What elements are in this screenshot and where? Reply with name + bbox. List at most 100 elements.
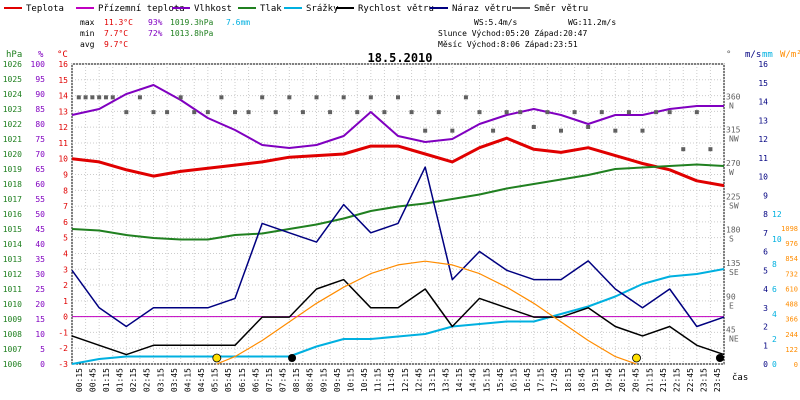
- tick-label-temp: 6: [63, 218, 68, 227]
- plot-area: [71, 84, 725, 365]
- tick-label-wm: 732: [785, 270, 798, 278]
- tick-label-hpa: 1017: [3, 195, 22, 204]
- wind-direction-point: [531, 124, 536, 129]
- wind-direction-point: [205, 110, 210, 115]
- tick-label-time: 03:45: [170, 368, 179, 392]
- tick-label-time: 08:15: [292, 368, 301, 392]
- tick-label-dir: 270: [726, 159, 741, 168]
- tick-label-ms: 8: [763, 210, 768, 219]
- tick-label-temp: 8: [63, 186, 68, 195]
- wind-direction-point: [219, 95, 224, 100]
- tick-label-temp: -1: [58, 328, 68, 337]
- wind-direction-point: [355, 110, 360, 115]
- legend: Teplota Přízemní teplota Vlhkost Tlak Sr…: [4, 4, 588, 14]
- tick-label-pct: 75: [35, 135, 45, 144]
- axis-unit-time: čas: [732, 372, 748, 383]
- tick-label-temp: -2: [58, 344, 68, 353]
- stats-max-label: max: [80, 18, 95, 27]
- wind-direction-point: [518, 110, 523, 115]
- tick-label-mm: 2: [772, 335, 777, 344]
- stats-min-hum: 72%: [148, 29, 163, 38]
- tick-label-time: 03:15: [156, 368, 165, 392]
- wind-direction-point: [681, 147, 686, 152]
- wind-direction-point: [382, 110, 387, 115]
- tick-label-time: 06:15: [238, 368, 247, 392]
- tick-label-ms: 15: [758, 79, 768, 88]
- tick-label-time: 11:15: [374, 368, 383, 392]
- wind-direction-point: [192, 110, 197, 115]
- wind-direction-point: [545, 110, 550, 115]
- stats-min-label: min: [80, 29, 95, 38]
- tick-label-pct: 70: [35, 150, 45, 159]
- tick-label-dir-name: NE: [729, 335, 739, 344]
- moon-marker: [288, 354, 297, 362]
- tick-label-ms: 9: [763, 191, 768, 200]
- axis-unit-dir: °: [726, 50, 731, 60]
- tick-label-time: 22:45: [686, 368, 695, 392]
- wind-direction-point: [103, 95, 108, 100]
- tick-label-wm: 122: [785, 346, 798, 354]
- series-line-teplota: [71, 136, 725, 188]
- wind-direction-point: [110, 95, 115, 100]
- tick-label-hpa: 1026: [3, 60, 22, 69]
- tick-label-time: 18:45: [577, 368, 586, 392]
- tick-label-time: 21:15: [645, 368, 654, 392]
- tick-label-pct: 40: [35, 240, 45, 249]
- tick-label-time: 20:45: [632, 368, 641, 392]
- wind-direction-point: [599, 110, 604, 115]
- wind-direction-point: [368, 95, 373, 100]
- tick-label-temp: 2: [63, 281, 68, 290]
- tick-label-wm: 244: [785, 331, 798, 339]
- wind-direction-point: [246, 110, 251, 115]
- tick-label-time: 19:45: [605, 368, 614, 392]
- wind-direction-point: [90, 95, 95, 100]
- wind-direction-point: [423, 128, 428, 133]
- tick-label-time: 01:45: [116, 368, 125, 392]
- tick-label-time: 14:15: [455, 368, 464, 392]
- tick-label-ms: 14: [758, 98, 768, 107]
- tick-label-temp: 15: [58, 76, 68, 85]
- wind-direction-point: [450, 128, 455, 133]
- tick-label-pct: 55: [35, 195, 45, 204]
- wind-direction-point: [463, 95, 468, 100]
- tick-label-wm: 366: [785, 316, 798, 324]
- tick-label-hpa: 1016: [3, 210, 22, 219]
- chart-title: 18.5.2010: [367, 51, 432, 65]
- axis-unit-wm: W/m²: [780, 50, 800, 60]
- wind-direction-point: [287, 95, 292, 100]
- tick-label-time: 16:15: [509, 368, 518, 392]
- wind-direction-point: [626, 110, 631, 115]
- tick-label-hpa: 1010: [3, 300, 22, 309]
- wind-direction-point: [572, 110, 577, 115]
- tick-label-time: 15:45: [496, 368, 505, 392]
- axis-unit-temp: °C: [57, 50, 68, 60]
- tick-label-ms: 4: [763, 285, 768, 294]
- wind-direction-point: [341, 95, 346, 100]
- tick-label-wm: 488: [785, 301, 798, 309]
- wind-direction-point: [559, 128, 563, 133]
- wind-direction-point: [667, 110, 672, 115]
- tick-label-hpa: 1013: [3, 255, 22, 264]
- tick-label-temp: -3: [58, 360, 68, 369]
- tick-label-ms: 2: [763, 323, 768, 332]
- tick-label-pct: 45: [35, 225, 45, 234]
- tick-label-temp: 12: [58, 123, 68, 132]
- tick-label-time: 05:45: [224, 368, 233, 392]
- tick-label-time: 17:15: [537, 368, 546, 392]
- tick-label-time: 05:15: [211, 368, 220, 392]
- tick-label-hpa: 1008: [3, 330, 22, 339]
- tick-label-temp: 13: [58, 107, 68, 116]
- wind-direction-point: [654, 110, 659, 115]
- tick-label-hpa: 1006: [3, 360, 22, 369]
- tick-label-time: 04:15: [183, 368, 192, 392]
- sun-marker: [212, 353, 222, 363]
- wind-direction-point: [151, 110, 156, 115]
- tick-label-time: 12:45: [414, 368, 423, 392]
- axes: 1026102510241023102210211020101910181017…: [3, 60, 798, 392]
- tick-label-pct: 30: [35, 270, 45, 279]
- tick-label-dir-name: S: [729, 235, 734, 244]
- tick-label-temp: 4: [63, 249, 68, 258]
- moon-marker: [715, 354, 724, 362]
